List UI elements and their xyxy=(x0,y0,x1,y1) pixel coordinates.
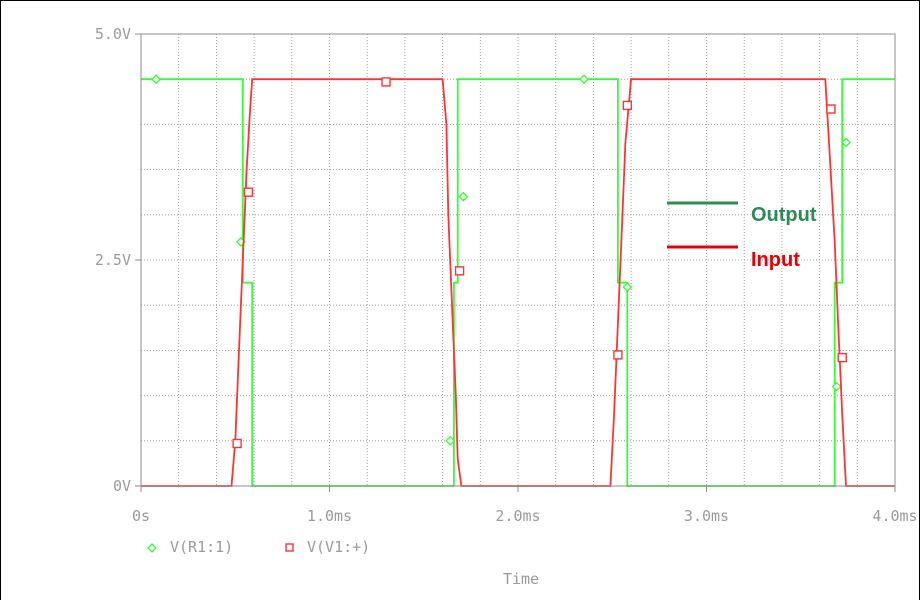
legend-label-v-r1: V(R1:1) xyxy=(170,538,233,556)
data-point-v-v1 xyxy=(826,104,836,114)
legend-marker-v-v1 xyxy=(285,543,294,552)
y-tick-label: 2.5V xyxy=(95,251,131,269)
data-point-v-v1 xyxy=(381,77,391,87)
y-tick-label: 5.0V xyxy=(95,25,131,43)
data-point-v-r1 xyxy=(445,435,456,446)
series-layer xyxy=(141,74,895,487)
data-point-v-r1 xyxy=(831,381,842,392)
data-point-v-r1 xyxy=(579,74,589,85)
data-point-v-v1 xyxy=(243,187,254,197)
x-axis-label: Time xyxy=(503,570,539,588)
data-point-v-v1 xyxy=(613,350,623,360)
x-tick-label: 1.0ms xyxy=(307,507,352,525)
data-point-v-v1 xyxy=(837,352,847,363)
legend: V(R1:1) V(V1:+) xyxy=(147,538,370,556)
x-tick-label: 4.0ms xyxy=(872,507,917,525)
annotation-input: Input xyxy=(751,249,800,271)
x-tick-label: 2.0ms xyxy=(495,507,540,525)
data-point-v-v1 xyxy=(622,100,633,111)
x-tick-label: 3.0ms xyxy=(684,507,729,525)
data-point-v-v1 xyxy=(454,266,465,276)
annotation-box: Output Input xyxy=(667,201,817,271)
grid xyxy=(141,34,895,486)
data-point-v-r1 xyxy=(841,137,851,148)
axes: 0V 2.5V 5.0V 0s 1.0ms 2.0ms 3.0ms 4.0ms xyxy=(95,25,918,525)
data-point-v-v1 xyxy=(232,438,242,449)
data-point-v-r1 xyxy=(458,191,469,202)
data-point-v-r1 xyxy=(151,74,161,85)
data-point-v-r1 xyxy=(622,282,633,293)
series-line-v-v1 xyxy=(141,78,895,487)
x-tick-label: 0s xyxy=(132,507,150,525)
legend-label-v-v1: V(V1:+) xyxy=(307,538,370,556)
annotation-output: Output xyxy=(751,204,817,226)
y-tick-label: 0V xyxy=(113,477,131,495)
legend-marker-v-r1 xyxy=(147,543,157,553)
